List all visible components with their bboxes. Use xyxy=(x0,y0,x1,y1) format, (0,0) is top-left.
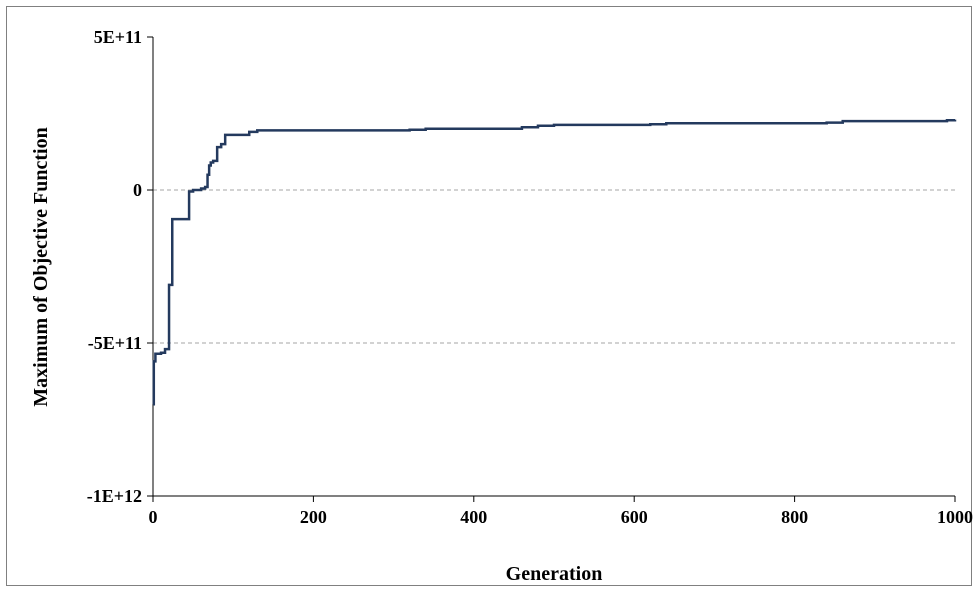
series-line xyxy=(152,118,957,406)
y-tick-label: 0 xyxy=(133,180,142,200)
x-tick-label: 800 xyxy=(781,507,808,527)
x-tick-label: 400 xyxy=(460,507,487,527)
x-tick-label: 1000 xyxy=(937,507,973,527)
y-tick-label: -5E+11 xyxy=(88,333,142,353)
y-tick-label: 5E+11 xyxy=(94,27,142,47)
series xyxy=(152,118,957,406)
y-axis-title: Maximum of Objective Function xyxy=(30,127,52,406)
x-tick-label: 200 xyxy=(300,507,327,527)
gridlines xyxy=(153,189,955,344)
y-tick-label: -1E+12 xyxy=(87,486,142,506)
x-tick-label: 600 xyxy=(621,507,648,527)
axes xyxy=(147,36,956,502)
x-axis-title: Generation xyxy=(506,563,603,585)
x-tick-label: 0 xyxy=(149,507,158,527)
tick-labels: 5E+11 0 -5E+11 -1E+12 0 200 400 600 800 1000 xyxy=(87,27,973,527)
chart-frame xyxy=(6,6,972,586)
